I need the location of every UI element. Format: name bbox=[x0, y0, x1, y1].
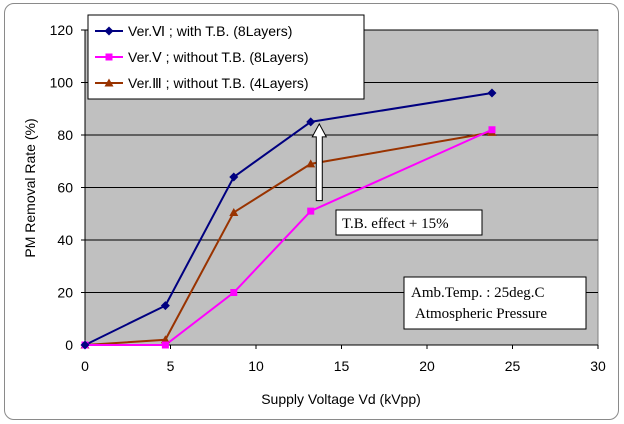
tb-effect-label: T.B. effect + 15% bbox=[342, 216, 449, 232]
info-box-line2: Atmospheric Pressure bbox=[415, 306, 547, 322]
legend-marker bbox=[105, 53, 113, 61]
legend-label: Ver.Ⅴ ; without T.B. (8Layers) bbox=[128, 49, 309, 65]
y-tick-label: 80 bbox=[57, 127, 73, 143]
y-tick-label: 120 bbox=[50, 22, 74, 38]
y-tick-label: 0 bbox=[65, 337, 73, 353]
tb-effect-arrow bbox=[311, 122, 328, 202]
data-point-series-3 bbox=[306, 159, 316, 168]
x-tick-label: 30 bbox=[590, 358, 606, 374]
info-box-line1: Amb.Temp. : 25deg.C bbox=[411, 285, 545, 301]
data-point-series-1 bbox=[80, 340, 90, 350]
y-tick-label: 20 bbox=[57, 285, 73, 301]
x-tick-label: 25 bbox=[505, 358, 521, 374]
data-point-series-2 bbox=[161, 341, 169, 349]
x-tick-label: 15 bbox=[334, 358, 350, 374]
x-tick-label: 5 bbox=[167, 358, 175, 374]
legend-label: Ver.Ⅵ ; with T.B. (8Layers) bbox=[128, 23, 292, 39]
data-point-series-2 bbox=[307, 207, 315, 215]
data-point-series-2 bbox=[230, 289, 238, 296]
tb-effect-box bbox=[335, 209, 483, 236]
legend-box bbox=[87, 14, 365, 100]
data-point-series-1 bbox=[160, 301, 170, 311]
data-point-series-3 bbox=[229, 207, 239, 216]
y-tick-label: 60 bbox=[57, 180, 73, 196]
x-tick-label: 20 bbox=[419, 358, 435, 374]
data-point-series-2 bbox=[488, 126, 496, 134]
x-tick-label: 10 bbox=[248, 358, 264, 374]
legend-marker bbox=[104, 26, 114, 36]
data-point-series-1 bbox=[306, 117, 316, 127]
data-point-series-3 bbox=[160, 335, 170, 344]
legend-marker bbox=[104, 78, 114, 87]
legend-label: Ver.Ⅲ ; without T.B. (4Layers) bbox=[128, 75, 309, 91]
data-point-series-1 bbox=[487, 88, 497, 98]
x-axis-title: Supply Voltage Vd (kVpp) bbox=[261, 391, 421, 407]
y-tick-label: 100 bbox=[50, 75, 74, 91]
data-point-series-1 bbox=[229, 172, 239, 182]
x-tick-label: 0 bbox=[81, 358, 89, 374]
info-box bbox=[403, 276, 587, 330]
y-tick-label: 40 bbox=[57, 232, 73, 248]
y-axis-title: PM Removal Rate (%) bbox=[22, 118, 38, 257]
